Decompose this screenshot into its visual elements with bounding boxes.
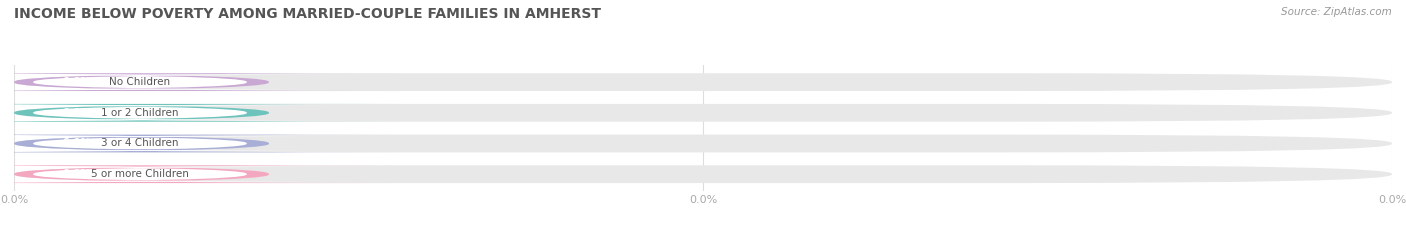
FancyBboxPatch shape: [14, 104, 1392, 122]
FancyBboxPatch shape: [14, 165, 1392, 183]
FancyBboxPatch shape: [0, 135, 398, 152]
FancyBboxPatch shape: [0, 165, 398, 183]
Text: 5 or more Children: 5 or more Children: [91, 169, 188, 179]
Text: 0.0%: 0.0%: [63, 77, 91, 87]
Text: INCOME BELOW POVERTY AMONG MARRIED-COUPLE FAMILIES IN AMHERST: INCOME BELOW POVERTY AMONG MARRIED-COUPL…: [14, 7, 600, 21]
FancyBboxPatch shape: [0, 104, 398, 122]
Text: 0.0%: 0.0%: [63, 169, 91, 179]
Text: 3 or 4 Children: 3 or 4 Children: [101, 138, 179, 148]
FancyBboxPatch shape: [0, 136, 356, 151]
FancyBboxPatch shape: [0, 73, 398, 91]
Text: 0.0%: 0.0%: [63, 108, 91, 118]
Text: 1 or 2 Children: 1 or 2 Children: [101, 108, 179, 118]
FancyBboxPatch shape: [0, 167, 356, 182]
Text: 0.0%: 0.0%: [63, 138, 91, 148]
FancyBboxPatch shape: [14, 73, 1392, 91]
FancyBboxPatch shape: [0, 75, 356, 90]
Text: No Children: No Children: [110, 77, 170, 87]
FancyBboxPatch shape: [0, 105, 356, 120]
Text: Source: ZipAtlas.com: Source: ZipAtlas.com: [1281, 7, 1392, 17]
FancyBboxPatch shape: [14, 135, 1392, 152]
